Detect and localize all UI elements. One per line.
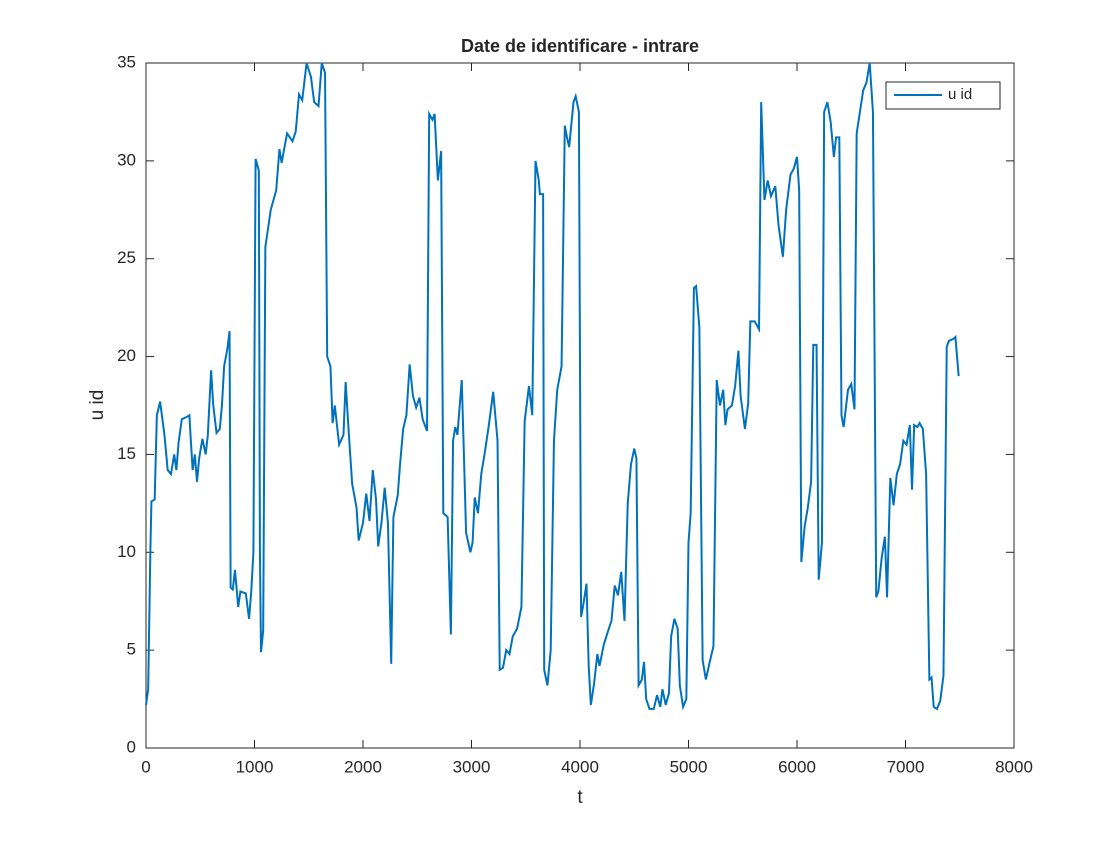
legend [885,81,1001,110]
x-tick-label: 7000 [887,757,925,776]
y-tick-label: 35 [117,52,136,71]
x-tick-label: 2000 [344,757,382,776]
y-tick-label: 10 [117,542,136,561]
y-tick-label: 15 [117,444,136,463]
chart-title: Date de identificare - intrare [461,36,699,56]
x-tick-label: 0 [141,757,150,776]
x-tick-label: 4000 [561,757,599,776]
y-tick-label: 20 [117,346,136,365]
x-tick-label: 8000 [995,757,1033,776]
x-axis-label: t [577,787,583,808]
x-tick-label: 5000 [670,757,708,776]
y-tick-label: 25 [117,248,136,267]
x-tick-label: 6000 [778,757,816,776]
data-line [145,62,960,711]
y-tick-label: 5 [127,640,136,659]
x-tick-label: 3000 [453,757,491,776]
y-axis-label: u id [87,390,108,421]
legend-label: u id [948,86,972,103]
y-tick-label: 0 [127,737,136,756]
y-tick-label: 30 [117,150,136,169]
x-tick-label: 1000 [236,757,274,776]
